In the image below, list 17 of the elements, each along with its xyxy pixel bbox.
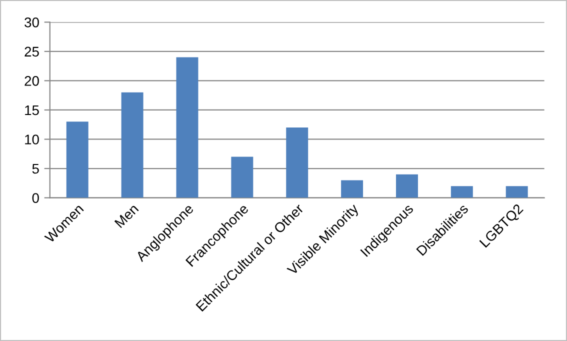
bar (66, 122, 88, 198)
y-tick-label: 30 (24, 18, 39, 28)
y-tick-label: 20 (24, 76, 39, 86)
bar (176, 57, 198, 198)
bar (506, 186, 528, 198)
bar (121, 92, 144, 198)
y-tick-label: 25 (24, 46, 39, 57)
y-tick-label: 10 (25, 134, 39, 144)
bar (286, 128, 308, 198)
y-tick-label: 15 (25, 105, 39, 116)
bar (396, 174, 418, 198)
x-tick-label: Men (114, 204, 139, 228)
y-tick-label: 5 (32, 164, 39, 174)
y-tick-label: 0 (32, 193, 39, 203)
bar (341, 180, 364, 198)
bar (231, 156, 254, 198)
bar (450, 186, 473, 198)
